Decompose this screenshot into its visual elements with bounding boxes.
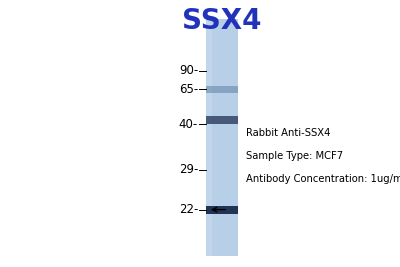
Text: SSX4: SSX4 bbox=[182, 7, 262, 35]
Bar bbox=[206, 206, 238, 214]
Text: 40-: 40- bbox=[179, 118, 198, 131]
Bar bbox=[206, 19, 212, 256]
Bar bbox=[206, 19, 238, 256]
Bar bbox=[206, 116, 238, 124]
Bar bbox=[206, 86, 238, 93]
Text: 22-: 22- bbox=[179, 203, 198, 216]
Text: Rabbit Anti-SSX4: Rabbit Anti-SSX4 bbox=[246, 128, 330, 139]
Text: Sample Type: MCF7: Sample Type: MCF7 bbox=[246, 151, 343, 161]
Text: 90-: 90- bbox=[179, 64, 198, 77]
Text: 65-: 65- bbox=[179, 83, 198, 96]
Text: Antibody Concentration: 1ug/mL: Antibody Concentration: 1ug/mL bbox=[246, 174, 400, 184]
Text: 29-: 29- bbox=[179, 163, 198, 176]
